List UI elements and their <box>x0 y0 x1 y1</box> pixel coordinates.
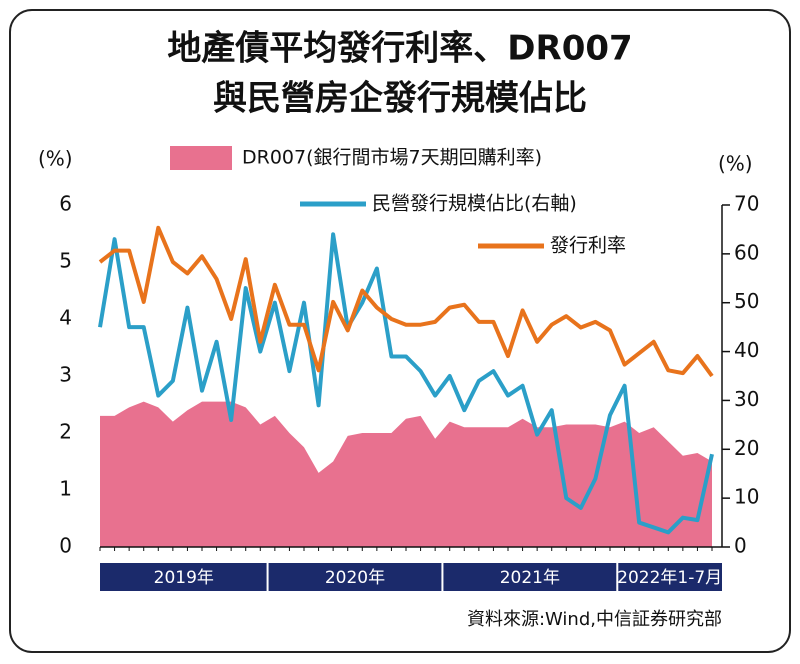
x-group-label: 2022年1-7月 <box>617 568 722 588</box>
y2-tick-label: 50 <box>734 289 759 313</box>
y-tick-label: 6 <box>59 192 72 216</box>
legend-label: 發行利率 <box>550 235 626 257</box>
y2-axis-label: (%) <box>718 152 753 176</box>
x-group-label: 2021年 <box>500 568 560 588</box>
x-group-band <box>100 563 722 591</box>
y2-tick-label: 30 <box>734 387 759 411</box>
y2-tick-label: 0 <box>734 534 747 558</box>
y-tick-label: 0 <box>59 534 72 558</box>
frame <box>9 9 791 653</box>
line <box>98 225 714 378</box>
area <box>100 401 712 547</box>
y2-tick-label: 20 <box>734 436 759 460</box>
y-tick-label: 3 <box>59 363 72 387</box>
legend-label: DR007(銀行間市場7天期回購利率) <box>242 147 542 169</box>
y2-tick-label: 70 <box>734 192 759 216</box>
legend-swatch <box>170 146 232 170</box>
x-group-label: 2019年 <box>154 568 214 588</box>
y2-tick-label: 40 <box>734 338 759 362</box>
chart-title: 與民營房企發行規模佔比 <box>213 79 587 119</box>
y-tick-label: 4 <box>59 306 72 330</box>
x-group-label: 2020年 <box>325 568 385 588</box>
y-axis-label: (%) <box>38 147 73 171</box>
y-tick-label: 1 <box>59 477 72 501</box>
y-tick-label: 2 <box>59 420 72 444</box>
line <box>98 232 714 535</box>
y2-tick-label: 60 <box>734 240 759 264</box>
y-tick-label: 5 <box>59 249 72 273</box>
chart-title: 地產債平均發行利率、DR007 <box>167 29 632 69</box>
y2-tick-label: 10 <box>734 485 759 509</box>
legend-label: 民營發行規模佔比(右軸) <box>372 193 577 215</box>
source: 資料來源:Wind,中信証券研究部 <box>467 609 722 630</box>
